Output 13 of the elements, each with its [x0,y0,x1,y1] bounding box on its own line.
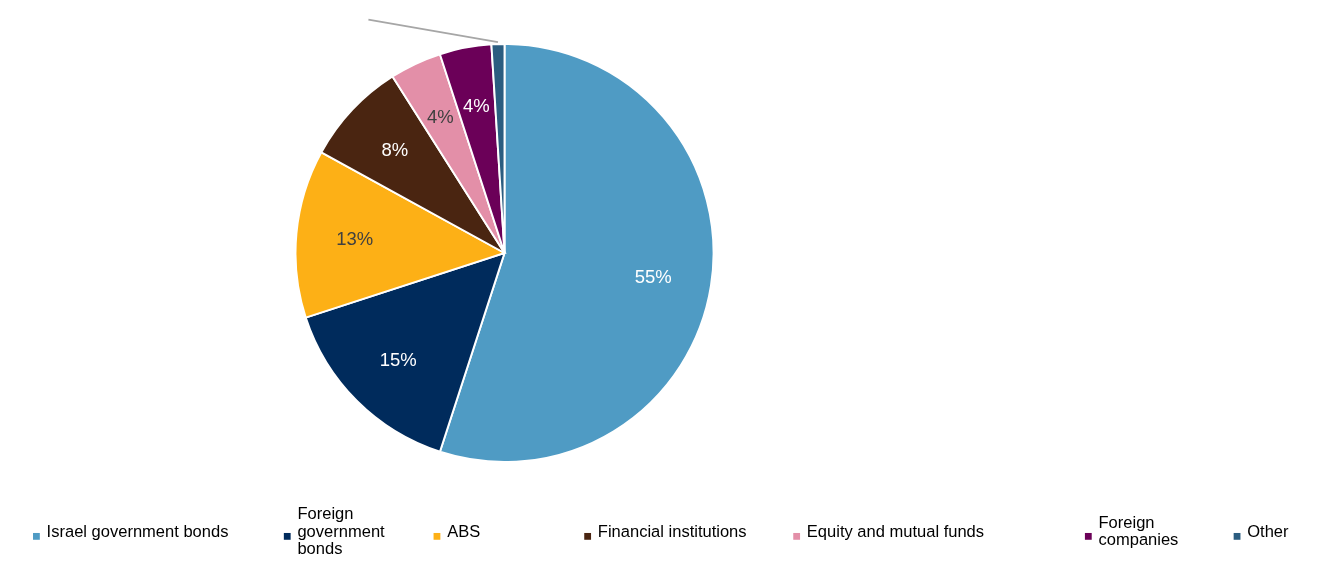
legend-label: Financial institutions [597,521,747,541]
legend-label: Israel government bonds [46,521,229,541]
legend-label: Foreign government bonds [297,504,386,559]
legend-label: Equity and mutual funds [806,521,985,541]
data-label: 4% [427,106,454,128]
legend-label: ABS [447,521,481,541]
legend-label: Other [1247,521,1290,541]
data-label: 13% [336,228,374,250]
data-label: 15% [379,348,417,370]
data-label: 8% [381,139,409,161]
data-label: 55% [634,266,672,287]
data-label: 4% [462,94,490,116]
legend-label: Foreign companies [1098,513,1179,550]
